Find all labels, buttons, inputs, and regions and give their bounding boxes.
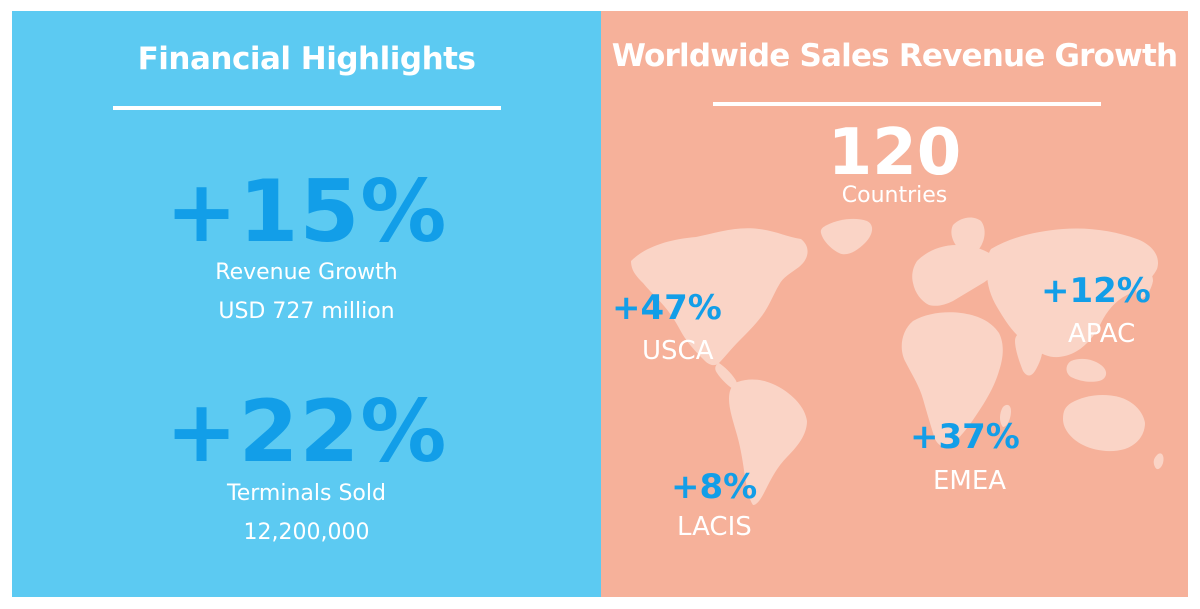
title-divider <box>113 106 501 110</box>
apac-label: APAC <box>1068 319 1136 349</box>
southeast-asia-landmass <box>1066 358 1107 382</box>
revenue-growth-label: Revenue Growth <box>215 260 398 285</box>
countries-count: 120 <box>827 116 962 190</box>
terminals-sold-value: +22% <box>165 382 448 482</box>
africa-landmass <box>901 312 1003 447</box>
emea-label: EMEA <box>933 466 1007 496</box>
sales-growth-title: Worldwide Sales Revenue Growth <box>611 38 1178 74</box>
greenland-landmass <box>820 218 873 255</box>
australia-landmass <box>1063 395 1145 452</box>
terminals-sold-count: 12,200,000 <box>243 520 370 545</box>
revenue-growth-value: +15% <box>165 162 448 262</box>
emea-growth: +37% <box>910 417 1020 457</box>
countries-label: Countries <box>841 183 948 208</box>
sales-growth-panel: Worldwide Sales Revenue Growth 120 Count… <box>601 11 1188 597</box>
europe-landmass <box>912 245 997 306</box>
new-zealand-landmass <box>1153 453 1164 470</box>
scandinavia-landmass <box>951 217 985 254</box>
lacis-label: LACIS <box>677 512 752 542</box>
north-america-landmass <box>631 228 808 366</box>
usca-growth: +47% <box>612 288 722 328</box>
revenue-amount: USD 727 million <box>218 299 395 324</box>
usca-label: USCA <box>642 336 714 366</box>
lacis-growth: +8% <box>671 467 758 507</box>
terminals-sold-label: Terminals Sold <box>227 481 386 506</box>
asia-landmass <box>987 228 1159 358</box>
japan-landmass <box>1136 271 1153 299</box>
title-divider <box>713 102 1101 106</box>
world-map <box>631 217 1164 505</box>
infographic: Financial Highlights +15% Revenue Growth… <box>12 11 1188 597</box>
india-landmass <box>1015 331 1043 376</box>
south-america-landmass <box>729 379 807 505</box>
apac-growth: +12% <box>1041 271 1151 311</box>
financial-highlights-panel: Financial Highlights +15% Revenue Growth… <box>12 11 601 597</box>
madagascar-landmass <box>1000 404 1011 427</box>
financial-highlights-title: Financial Highlights <box>137 41 476 77</box>
central-america-landmass <box>715 363 738 389</box>
